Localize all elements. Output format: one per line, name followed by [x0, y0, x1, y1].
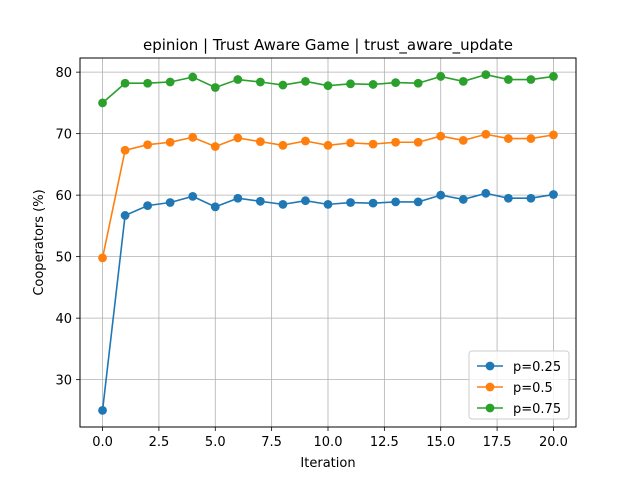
data-point — [526, 134, 536, 143]
data-point — [233, 75, 243, 84]
data-point — [458, 195, 468, 204]
data-point — [188, 191, 198, 201]
data-point — [143, 201, 153, 211]
legend-item: p=0.75 — [477, 402, 561, 417]
data-point — [210, 202, 220, 212]
data-point — [165, 137, 175, 147]
data-point — [210, 83, 220, 92]
series-layer — [98, 70, 558, 415]
data-point — [98, 253, 107, 263]
data-point — [436, 190, 446, 200]
data-point — [301, 76, 310, 86]
y-tick-label: 30 — [55, 374, 72, 389]
data-point — [368, 198, 378, 208]
series-p=0.25 — [98, 188, 558, 415]
data-point — [98, 98, 107, 108]
legend-label: p=0.75 — [513, 402, 561, 417]
data-point — [391, 78, 401, 87]
series-p=0.75 — [98, 70, 558, 108]
data-point — [368, 80, 378, 89]
data-point — [278, 80, 288, 90]
legend-item: p=0.5 — [477, 381, 553, 396]
data-point — [368, 139, 378, 149]
data-point — [165, 77, 175, 87]
x-tick-label: 2.5 — [149, 435, 170, 450]
y-tick-label: 40 — [55, 312, 72, 327]
data-point — [436, 131, 446, 141]
legend-label: p=0.25 — [513, 360, 561, 375]
data-point — [210, 142, 220, 151]
x-tick-label: 5.0 — [205, 435, 226, 450]
data-point — [503, 75, 513, 84]
legend-item: p=0.25 — [477, 360, 561, 375]
legend-marker — [485, 403, 495, 413]
data-point — [323, 199, 333, 209]
data-point — [481, 129, 491, 139]
legend-marker — [485, 361, 495, 371]
data-point — [301, 136, 310, 146]
series-p=0.5 — [98, 129, 558, 263]
legend-box — [468, 350, 570, 420]
data-point — [120, 211, 130, 220]
data-point — [120, 78, 130, 88]
y-tick-label: 70 — [55, 128, 72, 143]
x-tick-label: 17.5 — [483, 435, 512, 450]
data-point — [278, 199, 288, 209]
data-point — [549, 190, 558, 199]
data-point — [188, 132, 198, 142]
legend-label: p=0.5 — [513, 381, 553, 396]
data-point — [98, 405, 107, 415]
y-axis-label: Cooperators (%) — [32, 189, 47, 295]
chart-title: epinion | Trust Aware Game | trust_aware… — [143, 36, 513, 55]
data-point — [233, 133, 243, 143]
data-point — [188, 72, 198, 82]
data-point — [278, 140, 288, 150]
data-point — [346, 198, 355, 207]
data-point — [549, 72, 558, 81]
data-point — [165, 198, 175, 207]
y-tick-label: 50 — [55, 251, 72, 266]
x-tick-label: 7.5 — [261, 435, 282, 450]
data-point — [503, 193, 513, 203]
x-tick-label: 10.0 — [314, 435, 343, 450]
data-point — [458, 76, 468, 86]
data-point — [481, 70, 491, 80]
x-tick-label: 12.5 — [370, 435, 399, 450]
data-point — [255, 137, 265, 147]
data-point — [255, 196, 265, 206]
data-point — [255, 77, 265, 87]
data-point — [436, 72, 446, 81]
data-point — [301, 196, 310, 206]
data-point — [413, 137, 423, 147]
data-point — [549, 130, 558, 140]
data-point — [391, 137, 401, 147]
data-point — [503, 134, 513, 143]
data-point — [120, 145, 130, 155]
x-tick-label: 20.0 — [539, 435, 568, 450]
x-axis-label: Iteration — [300, 456, 355, 471]
data-point — [143, 78, 153, 88]
data-point — [143, 140, 153, 150]
data-point — [346, 79, 355, 89]
axis-ticks: 0.0 2.5 5.0 7.5 10.0 12.5 15.0 17.5 20.0 30 40 50 60… — [55, 66, 567, 450]
y-tick-label: 60 — [55, 189, 72, 204]
data-point — [413, 78, 423, 88]
data-point — [526, 75, 536, 84]
data-point — [391, 197, 401, 207]
legend: p=0.25 p=0.5 p=0.75 — [468, 350, 570, 420]
data-point — [233, 193, 243, 203]
data-point — [526, 193, 536, 203]
data-point — [458, 136, 468, 145]
data-point — [413, 197, 423, 207]
y-tick-label: 80 — [55, 66, 72, 81]
x-tick-label: 0.0 — [92, 435, 113, 450]
x-tick-label: 15.0 — [426, 435, 455, 450]
legend-marker — [485, 382, 495, 392]
data-point — [481, 188, 491, 198]
data-point — [323, 140, 333, 150]
data-point — [346, 138, 355, 148]
data-point — [323, 81, 333, 91]
